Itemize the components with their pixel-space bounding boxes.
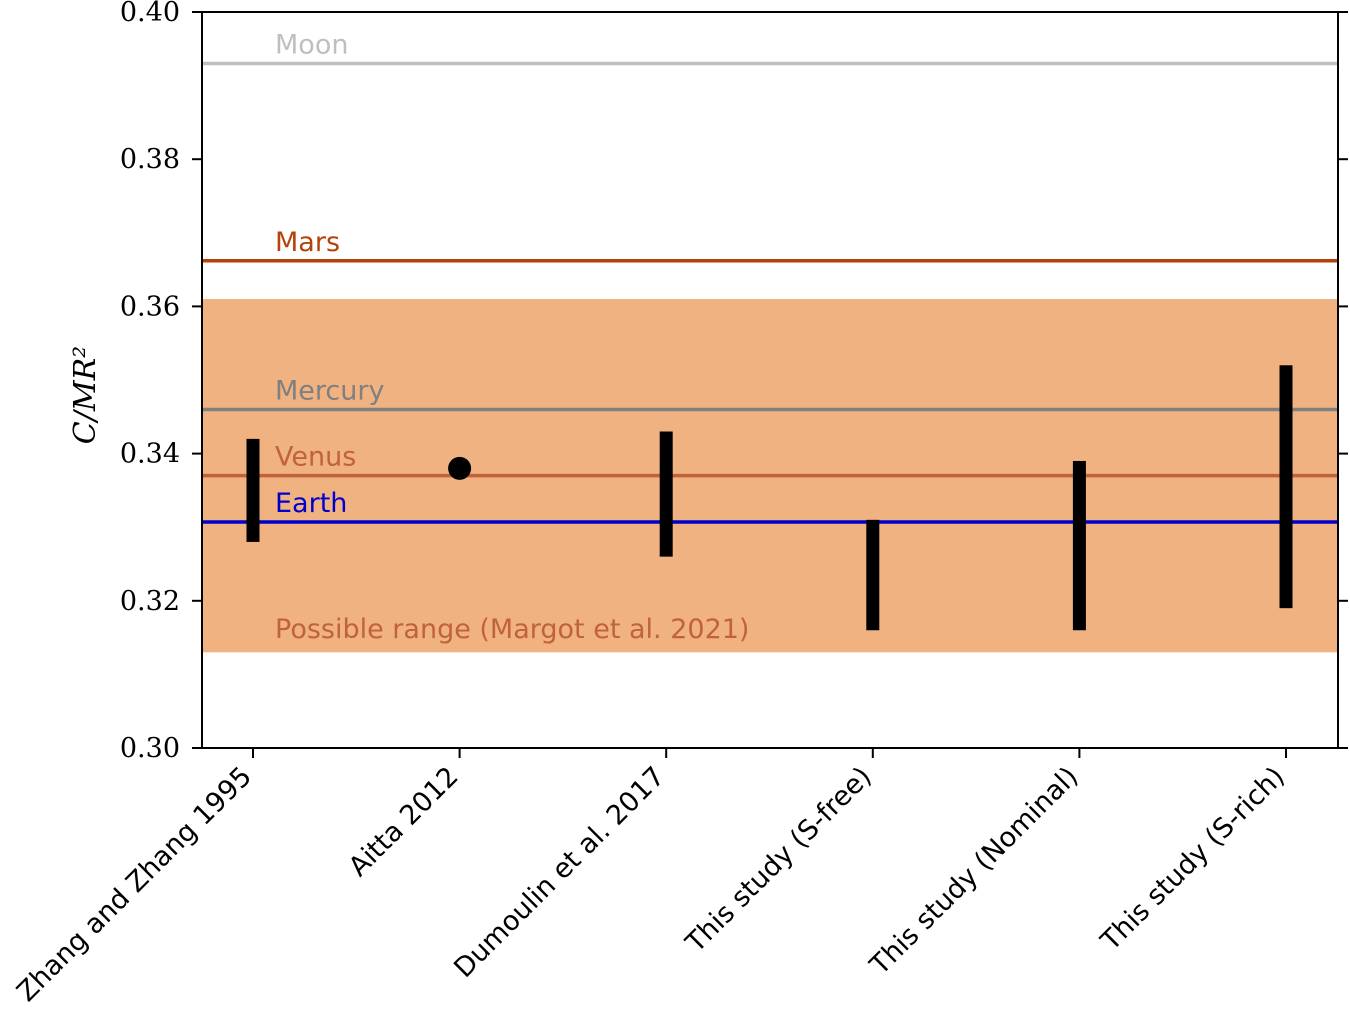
y-tick-label: 0.34 — [120, 439, 180, 470]
estimate-range-bar — [659, 431, 673, 557]
estimate-range-bar — [1072, 460, 1086, 631]
venus-label: Venus — [275, 442, 356, 473]
reference-lines-layer: Moon Mars Mercury Venus Earth — [202, 30, 1338, 524]
earth-label: Earth — [275, 488, 347, 519]
mars-label: Mars — [275, 227, 340, 258]
estimate-range-bar — [866, 519, 880, 631]
estimates-layer — [246, 365, 1293, 631]
mercury-label: Mercury — [275, 375, 384, 406]
y-tick-label: 0.30 — [120, 733, 180, 764]
possible-range-label: Possible range (Margot et al. 2021) — [275, 614, 749, 645]
estimate-point-marker — [448, 456, 472, 480]
moon-label: Moon — [275, 30, 348, 61]
plot-frame — [201, 11, 1339, 749]
y-tick-label: 0.40 — [120, 0, 180, 28]
estimate-range-bar — [246, 438, 260, 542]
y-tick-label: 0.32 — [120, 586, 180, 617]
y-axis-label: C/MR² — [68, 346, 103, 444]
estimate-range-bar — [1279, 365, 1293, 609]
y-tick-label: 0.38 — [120, 144, 180, 175]
y-tick-label: 0.36 — [120, 291, 180, 322]
